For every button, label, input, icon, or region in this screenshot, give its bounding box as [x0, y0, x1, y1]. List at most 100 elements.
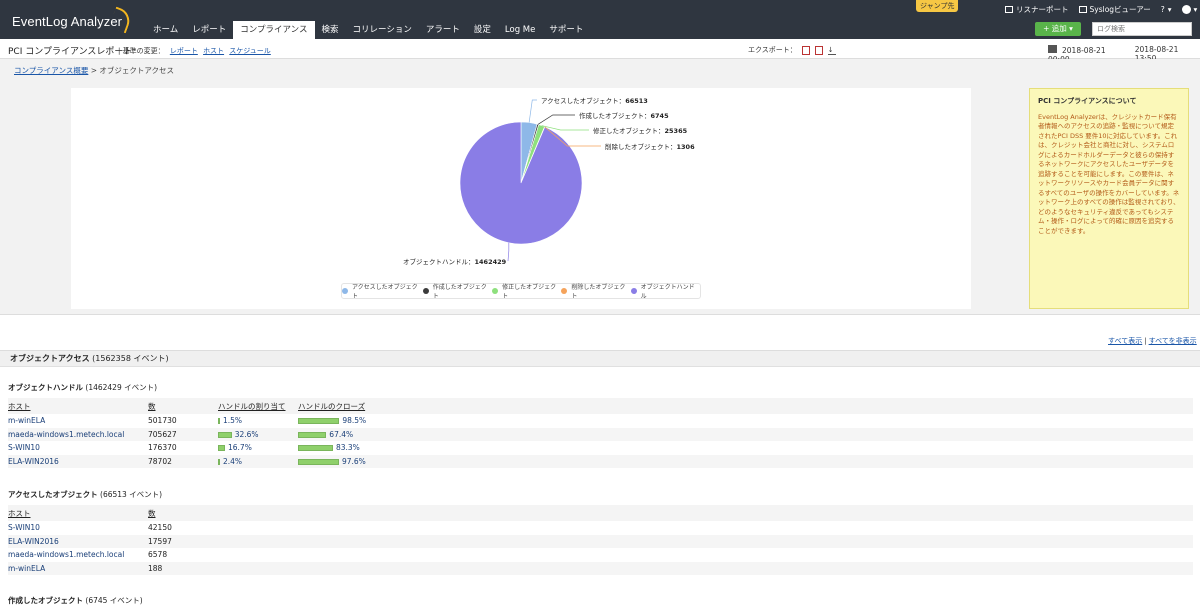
add-button[interactable]: + 追加 ▾	[1035, 22, 1081, 36]
section-count: (1562358 イベント)	[92, 354, 169, 363]
breadcrumb: コンプライアンス概要 > オブジェクトアクセス	[14, 65, 174, 76]
breadcrumb-parent[interactable]: コンプライアンス概要	[14, 66, 89, 75]
col-host[interactable]: ホスト	[8, 505, 148, 521]
alloc-percent: 1.5%	[223, 416, 243, 426]
hosts-link[interactable]: ホスト	[203, 47, 225, 55]
col-close[interactable]: ハンドルのクローズ	[298, 398, 1193, 414]
alloc-cell: 32.6%	[218, 427, 298, 441]
app-logo[interactable]: EventLog Analyzer	[12, 14, 123, 29]
pdf-export-icon[interactable]	[801, 45, 810, 55]
tab-search[interactable]: 検索	[321, 25, 339, 35]
close-percent: 97.6%	[341, 456, 366, 466]
user-menu[interactable]: ▾	[1181, 4, 1197, 15]
close-bar	[298, 458, 339, 465]
info-title: PCI コンプライアンスについて	[1038, 97, 1137, 105]
col-alloc[interactable]: ハンドルの割り当て	[218, 398, 298, 414]
tab-settings[interactable]: 設定	[473, 25, 491, 35]
main-nav: ホーム レポート コンプライアンス 検索 コリレーション アラート 設定 Log…	[146, 21, 590, 39]
legend-item[interactable]: 修正したオブジェクト	[492, 282, 561, 300]
schedule-link[interactable]: スケジュール	[229, 47, 271, 55]
pie-data-label: アクセスしたオブジェクト：66513	[541, 96, 648, 105]
tab-support[interactable]: サポート	[549, 25, 584, 35]
tab-home[interactable]: ホーム	[153, 25, 179, 35]
show-all-link[interactable]: すべて表示	[1108, 337, 1143, 345]
count-cell: 6578	[148, 550, 168, 560]
export-area: エクスポート： ↓	[748, 45, 836, 55]
count-cell: 42150	[148, 523, 172, 533]
legend-dot-icon	[492, 288, 499, 294]
pie-data-label: オブジェクトハンドル：1462429	[403, 257, 507, 266]
report-header: PCI コンプライアンスレポート | 基準の変更： レポート ホスト スケジュー…	[0, 39, 1200, 64]
show-all-links: すべて表示 | すべてを非表示	[1108, 337, 1197, 345]
accessed-title-text: アクセスしたオブジェクト	[8, 490, 98, 499]
section-header[interactable]: オブジェクトアクセス (1562358 イベント)	[0, 350, 1200, 367]
chart-card: アクセスしたオブジェクト：66513 作成したオブジェクト：6745 修正したオブジ…	[71, 88, 971, 309]
table-row: maeda-windows1.metech.local 6578	[8, 548, 1193, 562]
listener-port-link[interactable]: リスナーポート	[1005, 4, 1069, 15]
host-cell[interactable]: maeda-windows1.metech.local	[8, 427, 148, 441]
jump-to-button[interactable]: ジャンプ先	[916, 0, 959, 12]
host-cell[interactable]: ELA-WIN2016	[8, 454, 148, 468]
host-cell[interactable]: m-winELA	[8, 416, 46, 426]
legend-label: 削除したオブジェクト	[571, 284, 626, 300]
calendar-icon	[1048, 45, 1057, 53]
tab-reports[interactable]: レポート	[192, 25, 227, 35]
host-cell[interactable]: m-winELA	[8, 561, 148, 575]
legend-item[interactable]: オブジェクトハンドル	[630, 282, 700, 300]
syslog-icon	[1078, 6, 1087, 13]
count-cell: 188	[148, 561, 1193, 575]
tab-logme[interactable]: Log Me	[504, 25, 536, 35]
download-icon[interactable]: ↓	[827, 46, 836, 55]
content-area: コンプライアンス概要 > オブジェクトアクセス アクセスしたオブジェクト：665…	[0, 59, 1200, 315]
legend-label: 作成したオブジェクト	[432, 284, 487, 300]
chart-legend: アクセスしたオブジェクト 作成したオブジェクト 修正したオブジェクト 削除したオブジェ…	[341, 282, 701, 300]
legend-item[interactable]: 削除したオブジェクト	[561, 282, 630, 300]
col-count[interactable]: 数	[148, 398, 218, 414]
info-body: EventLog Analyzerは、クレジットカード保有者情報へのアクセスの追…	[1038, 112, 1180, 235]
host-cell[interactable]: maeda-windows1.metech.local	[8, 550, 125, 560]
legend-dot-icon	[561, 288, 568, 294]
count-cell: 501730	[148, 416, 177, 426]
legend-label: アクセスしたオブジェクト	[351, 284, 418, 300]
legend-dot-icon	[422, 288, 429, 294]
col-count[interactable]: 数	[148, 505, 1193, 521]
host-cell[interactable]: ELA-WIN2016	[8, 534, 148, 548]
report-title: PCI コンプライアンスレポート	[8, 47, 133, 57]
accessed-table: ホスト 数 S-WIN10 42150 ELA-WIN2016 17597 maeda-…	[8, 505, 1193, 575]
pie-leader-line	[537, 114, 575, 125]
legend-label: オブジェクトハンドル	[640, 284, 695, 300]
log-search-input[interactable]	[1092, 22, 1192, 36]
legend-item[interactable]: アクセスしたオブジェクト	[342, 282, 423, 300]
legend-item[interactable]: 作成したオブジェクト	[422, 282, 492, 300]
table-row: S-WIN10 42150	[8, 521, 1193, 535]
chevron-down-icon: ▾	[1069, 24, 1073, 33]
pie-data-label: 修正したオブジェクト：25365	[593, 126, 688, 135]
alloc-percent: 32.6%	[234, 429, 259, 439]
help-menu[interactable]: ? ▾	[1160, 5, 1172, 14]
table-row: ELA-WIN2016 17597	[8, 534, 1193, 548]
col-host[interactable]: ホスト	[8, 398, 148, 414]
host-cell[interactable]: S-WIN10	[8, 523, 40, 533]
tab-alerts[interactable]: アラート	[425, 25, 460, 35]
pie-leader-line	[507, 242, 510, 262]
separator: |	[118, 47, 121, 55]
syslog-viewer-link[interactable]: Syslogビューアー	[1078, 4, 1151, 15]
reports-link[interactable]: レポート	[169, 47, 198, 55]
table-row: ELA-WIN2016 78702 2.4% 97.6%	[8, 454, 1193, 468]
count-cell: 78702	[148, 454, 218, 468]
legend-dot-icon	[630, 288, 637, 294]
table-row: m-winELA 188	[8, 561, 1193, 575]
tab-compliance[interactable]: コンプライアンス	[233, 21, 315, 39]
table-row: S-WIN10 176370 16.7% 83.3%	[8, 441, 1193, 455]
hide-all-link[interactable]: すべてを非表示	[1148, 337, 1197, 345]
handles-title: オブジェクトハンドル (1462429 イベント)	[8, 382, 157, 393]
pie-slice[interactable]	[459, 121, 583, 245]
alloc-bar	[218, 431, 232, 438]
tab-correlation[interactable]: コリレーション	[352, 25, 412, 35]
legend-label: 修正したオブジェクト	[502, 284, 557, 300]
chevron-down-icon: ▾	[1167, 5, 1172, 14]
export-label: エクスポート：	[748, 46, 797, 54]
host-cell[interactable]: S-WIN10	[8, 443, 40, 453]
csv-export-icon[interactable]	[814, 45, 823, 55]
handles-count: (1462429 イベント)	[85, 383, 158, 392]
